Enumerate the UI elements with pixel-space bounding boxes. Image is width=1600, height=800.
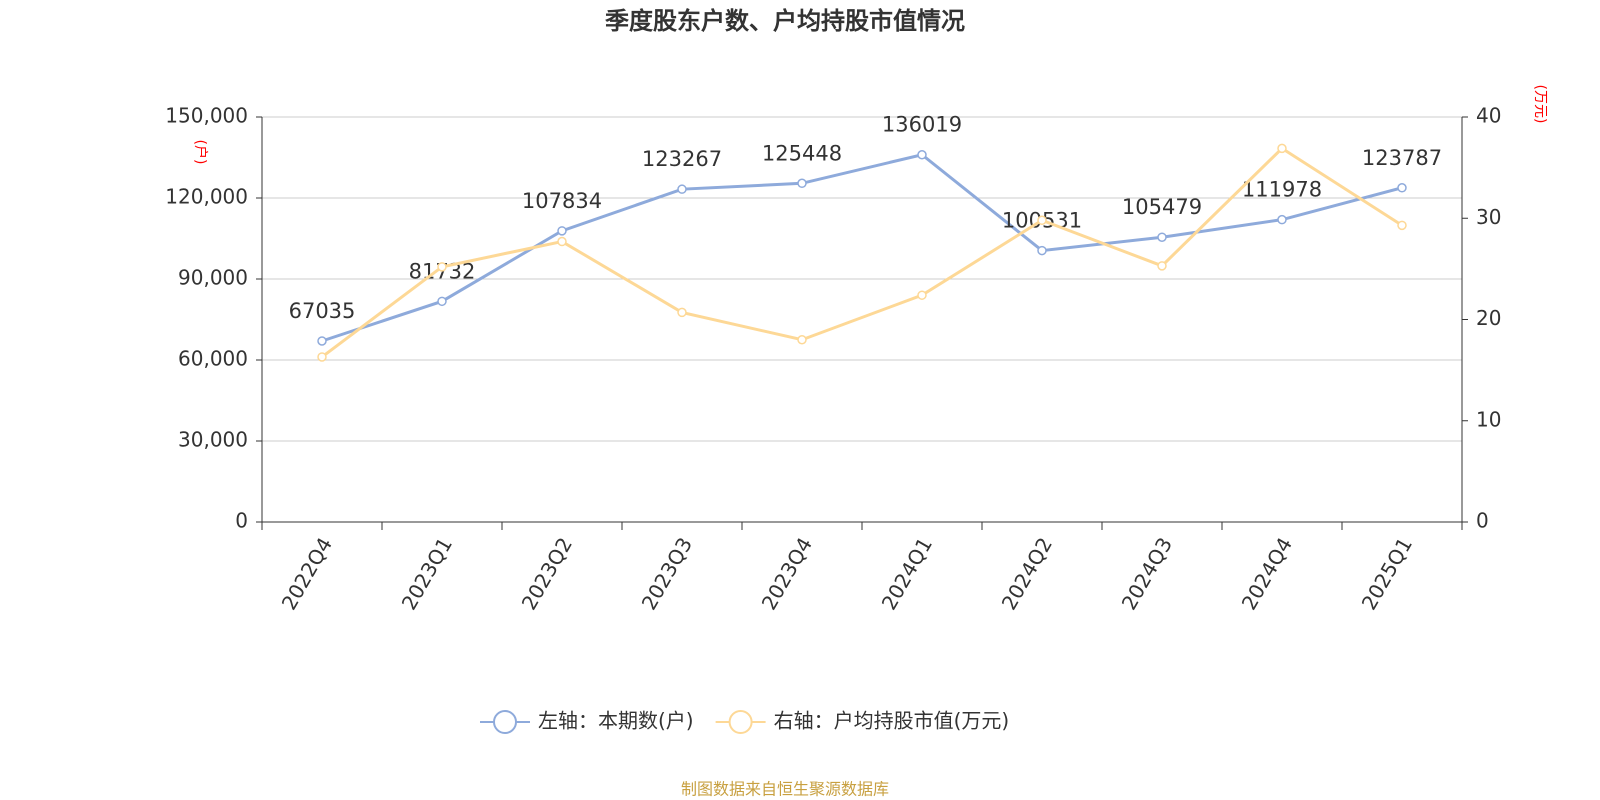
data-point [557, 226, 567, 236]
data-point [437, 296, 447, 307]
data-label: 107834 [522, 189, 602, 213]
legend-label: 右轴：户均持股市值(万元) [774, 709, 1010, 733]
data-label: 136019 [882, 113, 962, 137]
legend-marker [493, 710, 517, 734]
y2-axis-unit: (万元) [1532, 85, 1548, 124]
x-tick-label: 2023Q3 [637, 533, 697, 614]
data-point [1037, 245, 1047, 256]
x-tick-label: 2024Q1 [877, 533, 937, 614]
x-tick-label: 2022Q4 [277, 533, 337, 614]
y2-tick-label: 0 [1476, 509, 1489, 533]
data-label: 123267 [642, 147, 722, 171]
y-tick-label: 0 [235, 509, 248, 533]
y-tick-label: 90,000 [178, 266, 248, 290]
data-label: 123787 [1362, 146, 1442, 170]
y2-tick-label: 10 [1476, 407, 1501, 431]
data-label: 67035 [289, 299, 356, 323]
y2-tick-label: 30 [1476, 205, 1501, 229]
data-point [677, 307, 687, 318]
data-label: 111978 [1242, 178, 1322, 202]
x-tick-label: 2023Q1 [397, 533, 457, 614]
y2-tick-label: 40 [1476, 104, 1501, 128]
data-point [917, 149, 927, 160]
series-line [321, 153, 1403, 343]
x-tick-label: 2024Q4 [1237, 533, 1297, 614]
data-label: 105479 [1122, 195, 1202, 219]
y2-tick-label: 20 [1476, 306, 1501, 330]
x-tick-label: 2024Q2 [997, 533, 1057, 614]
legend-label: 左轴：本期数(户) [538, 709, 694, 733]
source-note: 制图数据来自恒生聚源数据库 [681, 780, 889, 799]
y-tick-label: 30,000 [178, 428, 248, 452]
y-tick-label: 60,000 [178, 347, 248, 371]
data-point [1397, 183, 1407, 193]
y-axis-unit: (户) [192, 140, 209, 165]
series-line [321, 146, 1403, 359]
chart-title: 季度股东户数、户均持股市值情况 [605, 7, 965, 35]
data-point [917, 290, 927, 300]
data-point [797, 178, 807, 189]
legend-marker [728, 710, 753, 734]
x-tick-label: 2024Q3 [1117, 533, 1177, 614]
data-point [677, 184, 687, 194]
data-point [437, 262, 447, 272]
data-point [1277, 143, 1287, 154]
data-label: 125448 [762, 141, 842, 165]
data-point [557, 236, 567, 247]
x-tick-label: 2023Q2 [517, 533, 577, 614]
y-tick-label: 150,000 [165, 104, 248, 128]
data-point [1277, 214, 1287, 225]
data-point [797, 335, 807, 345]
x-tick-label: 2025Q1 [1357, 533, 1417, 614]
data-point [1157, 261, 1167, 271]
x-tick-label: 2023Q4 [757, 533, 817, 614]
data-point [1397, 220, 1407, 231]
data-point [1037, 215, 1047, 226]
data-point [317, 352, 327, 362]
data-point [317, 336, 327, 346]
y-tick-label: 120,000 [165, 185, 248, 209]
data-point [1157, 232, 1167, 242]
